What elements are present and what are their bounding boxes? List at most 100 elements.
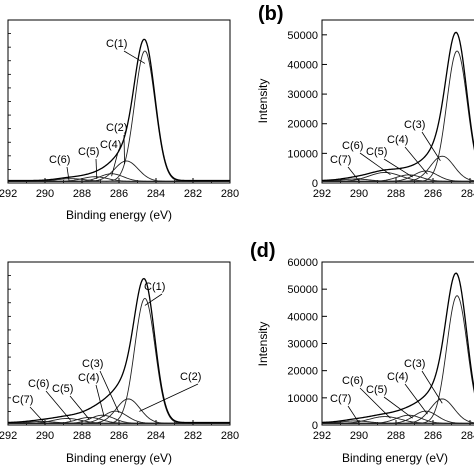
annotation-leader [144,293,163,306]
peak-label: C(5) [366,146,387,158]
annotation-leader [404,383,428,415]
x-tick-label: 290 [350,430,368,442]
y-axis-ticks [8,33,11,170]
fit-curves [322,272,474,424]
component-curve [8,297,230,424]
x-tick-label: 288 [73,188,91,200]
y-tick-label: 30000 [287,339,318,351]
peak-label: C(1) [144,281,165,293]
annotation-leader [383,158,413,178]
peak-annotations: C(3)C(4)C(5)C(6)C(7) [330,358,443,424]
component-curve [322,420,474,424]
x-tick-label: 286 [424,188,442,200]
peak-label: C(4) [387,371,408,383]
panel-a: 292 290 288 286 284 282 280 C(1)C(2)C(4)C(5)C(… [0,19,239,222]
peak-label: C(7) [12,394,33,406]
y-axis-ticks [8,275,11,412]
fit-curves [8,277,230,424]
y-axis-label: Intensity [256,79,270,124]
x-tick-label: 282 [184,188,202,200]
peak-label: C(6) [342,375,363,387]
peak-label: C(7) [330,154,351,166]
peak-label: C(4) [100,139,121,151]
peak-label: C(4) [78,372,99,384]
peak-label: C(1) [106,38,127,50]
y-tick-label: 20000 [287,119,318,131]
y-tick-label: 20000 [287,366,318,378]
y-tick-label: 30000 [287,89,318,101]
annotation-leader [123,50,146,64]
peak-label: C(5) [78,146,99,158]
x-tick-label: 292 [0,430,17,442]
x-tick-label: 284 [461,188,474,200]
x-tick-label: 280 [221,430,239,442]
peak-label: C(4) [387,134,408,146]
annotation-leader [359,152,391,176]
x-axis-label: Binding energy (eV) [66,451,172,465]
x-tick-label: 284 [461,430,474,442]
annotation-leader [421,131,441,161]
y-tick-label: 40000 [287,311,318,323]
component-curve [322,414,474,424]
annotation-leader [69,395,90,420]
x-tick-label: 292 [313,188,331,200]
x-tick-label: 290 [350,188,368,200]
x-tick-label: 286 [110,188,128,200]
x-tick-label: 292 [0,188,17,200]
y-tick-label: 10000 [287,148,318,160]
peak-label: C(7) [330,393,351,405]
panel-label: (d) [250,240,276,262]
x-axis-label: Binding energy (eV) [342,451,448,465]
peak-label: C(2) [106,122,127,134]
annotation-leader [95,384,105,417]
x-tick-label: 286 [424,430,442,442]
panel-label: (b) [258,3,284,25]
annotation-leader [95,158,98,179]
x-tick-label: 286 [110,430,128,442]
peak-label: C(6) [49,154,70,166]
panel-c: 292 290 288 286 284 282 280 C(1)C(2)C(3)C(4)C(… [0,261,239,465]
peak-label: C(2) [180,371,201,383]
annotation-leader [99,370,120,413]
envelope-curve [322,272,474,424]
peak-annotations: C(1) C(2) C(3) C(4) C(5)C(6) C(7) [12,281,201,424]
y-axis-ticks: 0 10000 20000 30000 40000 50000 [287,30,327,190]
x-tick-label: 292 [313,430,331,442]
panel-b: 0 10000 20000 30000 40000 50000 292 290 288 286 2… [256,3,474,200]
peak-annotations: C(1) C(2) C(4)C(5) C(6) [49,38,146,181]
y-tick-label: 50000 [287,30,318,42]
y-tick-label: 10000 [287,393,318,405]
peak-label: C(3) [404,358,425,370]
x-axis-ticks: 292 290 288 286 284 282 280 [0,178,239,200]
annotation-leader [45,390,72,421]
peak-label: C(3) [82,358,103,370]
component-curve [322,174,474,182]
x-tick-label: 284 [147,188,165,200]
annotation-leader [404,146,428,175]
envelope-curve [8,277,230,424]
x-tick-label: 290 [36,188,54,200]
annotation-leader [347,405,360,424]
annotation-leader [359,387,391,419]
peak-label: C(6) [342,140,363,152]
y-tick-label: 50000 [287,284,318,296]
annotation-leader [123,134,125,164]
y-tick-label: 60000 [287,257,318,269]
annotation-leader [29,406,46,424]
y-axis-label: Intensity [256,322,270,367]
annotation-leader [66,166,70,181]
panel-d: 0 10000 20000 30000 40000 50000 60000 292 290 28… [250,240,474,465]
annotation-leader [111,151,119,177]
peak-annotations: C(3)C(4)C(5)C(6)C(7) [330,119,441,182]
x-tick-label: 280 [221,188,239,200]
y-tick-label: 0 [312,178,318,190]
y-axis-ticks: 0 10000 20000 30000 40000 50000 60000 [287,257,327,432]
annotation-leader [383,396,413,419]
envelope-curve [322,31,474,182]
x-tick-label: 282 [184,430,202,442]
x-axis-label: Binding energy (eV) [66,208,172,222]
x-tick-label: 290 [36,430,54,442]
fit-curves [322,31,474,182]
x-tick-label: 288 [387,430,405,442]
